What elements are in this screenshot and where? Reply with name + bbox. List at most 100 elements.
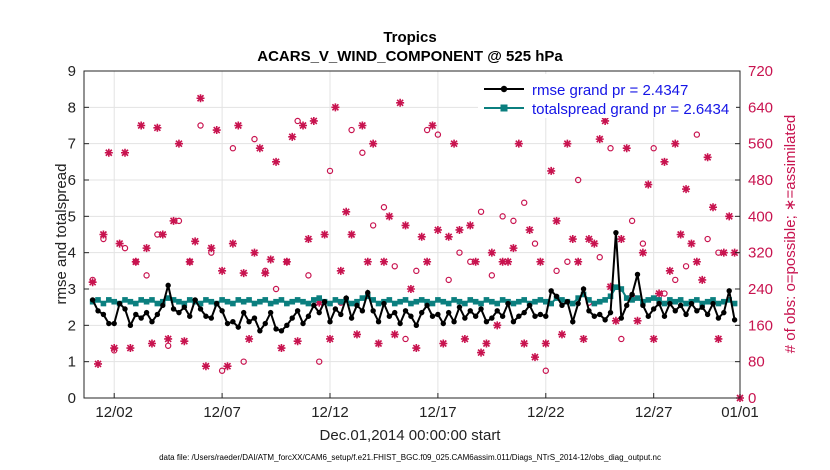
rmse-point [467,308,473,314]
obs-assimilated-marker [460,334,469,343]
rmse-point [100,311,107,318]
obs-assimilated-marker [433,225,442,234]
rmse-point [311,302,317,309]
obs-assimilated-marker [174,139,183,148]
y-tick-label-left: 9 [68,63,76,80]
obs-possible-marker [369,222,377,229]
obs-assimilated-marker [590,239,599,248]
obs-assimilated-marker [477,348,486,357]
rmse-point [688,300,695,307]
obs-assimilated-marker [730,248,739,257]
totalspread-point [699,300,706,307]
rmse-point [629,291,635,298]
totalspread-point [294,297,301,303]
rmse-point [273,326,279,332]
obs-assimilated-marker [191,237,200,246]
rmse-point [472,313,479,319]
obs-assimilated-marker [601,116,610,125]
x-tick-label: 12/07 [203,404,241,421]
obs-assimilated-marker [482,339,491,348]
rmse-point [494,308,500,314]
totalspread-point [424,298,430,305]
y-tick-label-left: 6 [68,172,76,189]
rmse-point [305,313,312,319]
rmse-point [640,302,646,309]
obs-assimilated-marker [282,257,291,266]
rmse-point [586,308,592,314]
legend: rmse grand pr = 2.4347 totalspread grand… [478,74,736,118]
obs-assimilated-marker [94,359,103,368]
obs-assimilated-marker [514,139,523,148]
totalspread-point [100,300,107,307]
obs-assimilated-marker [110,344,119,353]
totalspread-point [316,295,323,301]
y-tick-label-left: 2 [68,317,76,334]
rmse-point [138,315,144,321]
obs-possible-marker [477,208,485,215]
totalspread-point [186,297,193,303]
obs-assimilated-marker [379,257,388,266]
rmse-point [661,313,668,319]
totalspread-point [429,300,436,307]
obs-assimilated-marker [396,98,405,107]
obs-possible-marker [499,213,506,220]
totalspread-point [273,298,279,305]
rmse-point [343,295,349,301]
obs-assimilated-marker [326,334,334,343]
rmse-point [338,311,344,318]
totalspread-point [731,300,738,307]
obs-assimilated-marker [622,144,631,153]
totalspread-point [370,297,376,303]
totalspread-point [278,297,285,303]
obs-possible-marker [380,204,388,211]
rmse-point [332,306,339,312]
obs-assimilated-marker [250,248,259,257]
y-tick-label-right: 720 [748,63,773,80]
y-tick-label-right: 560 [748,136,773,153]
rmse-point [607,309,614,316]
rmse-point [419,309,425,316]
rmse-point [381,300,387,307]
obs-assimilated-marker [412,344,421,353]
obs-assimilated-marker [423,257,432,266]
totalspread-point [364,293,371,300]
totalspread-point [251,300,258,307]
totalspread-point [440,298,447,305]
totalspread-point [672,298,679,305]
obs-assimilated-marker [255,144,264,153]
totalspread-point [580,291,587,298]
rmse-point [553,293,560,299]
rmse-point [677,302,684,309]
totalspread-point [181,300,188,307]
rmse-point [370,308,376,314]
totalspread-point [548,300,554,307]
obs-assimilated-marker [158,230,167,239]
totalspread-point [650,295,657,301]
obs-possible-marker [531,240,539,247]
legend-spread-marker [500,104,508,112]
obs-possible-marker [402,335,409,343]
obs-possible-marker [229,145,237,152]
totalspread-point [661,300,668,307]
rmse-point [710,300,716,307]
obs-possible-marker [488,272,496,279]
rmse-point [208,315,215,321]
obs-assimilated-marker [261,269,270,278]
obs-possible-marker [672,276,679,284]
y-axis-right: 0 80 160 240 320 400 480 560 640 720 [735,63,773,407]
totalspread-point [240,298,247,305]
x-tick-label: 12/17 [419,404,457,421]
obs-assimilated-marker [277,344,286,353]
rmse-point [537,311,544,318]
obs-assimilated-marker [531,353,539,362]
totalspread-point [494,300,501,307]
y-tick-label-left: 7 [68,136,76,153]
totalspread-point [618,286,625,292]
rmse-point [386,313,393,319]
totalspread-point [542,298,549,305]
obs-possible-marker [423,126,431,134]
rmse-point [294,308,301,314]
rmse-point [321,299,328,305]
totalspread-point [176,298,182,305]
